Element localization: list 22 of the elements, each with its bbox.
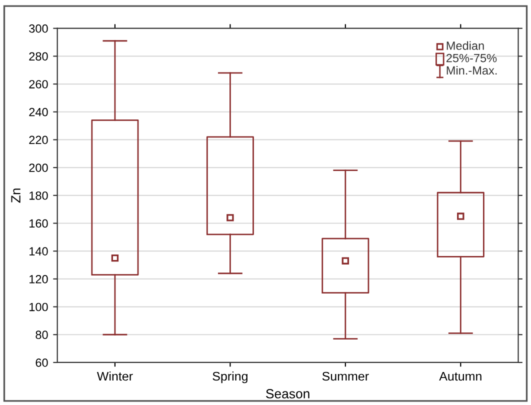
x-axis-title: Season	[266, 389, 310, 398]
annotation: 25%-75%	[446, 54, 497, 62]
x-tick-label: Spring	[212, 372, 248, 384]
y-tick-label: 260	[29, 80, 48, 88]
y-tick-label: 100	[30, 302, 48, 312]
y-tick-label: 80	[36, 330, 48, 340]
y-tick-label: 140	[30, 247, 48, 256]
annotation: Median	[446, 41, 484, 50]
y-tick-label: 240	[29, 108, 48, 116]
x-tick-label: Summer	[322, 372, 369, 381]
y-tick-label: 60	[36, 358, 48, 367]
y-tick-label: 180	[30, 191, 48, 200]
y-tick-label: 200	[29, 164, 48, 172]
x-tick-label: Winter	[96, 372, 133, 381]
y-tick-label: 120	[30, 274, 48, 284]
x-tick-label: Autumn	[439, 372, 482, 381]
y-tick-label: 220	[29, 136, 48, 144]
y-tick-label: 300	[29, 24, 48, 33]
y-tick-label: 280	[29, 52, 48, 61]
y-tick-label: 160	[30, 219, 48, 228]
annotation: Min.-Max.	[446, 66, 497, 75]
y-axis-title: Zn	[11, 188, 20, 203]
